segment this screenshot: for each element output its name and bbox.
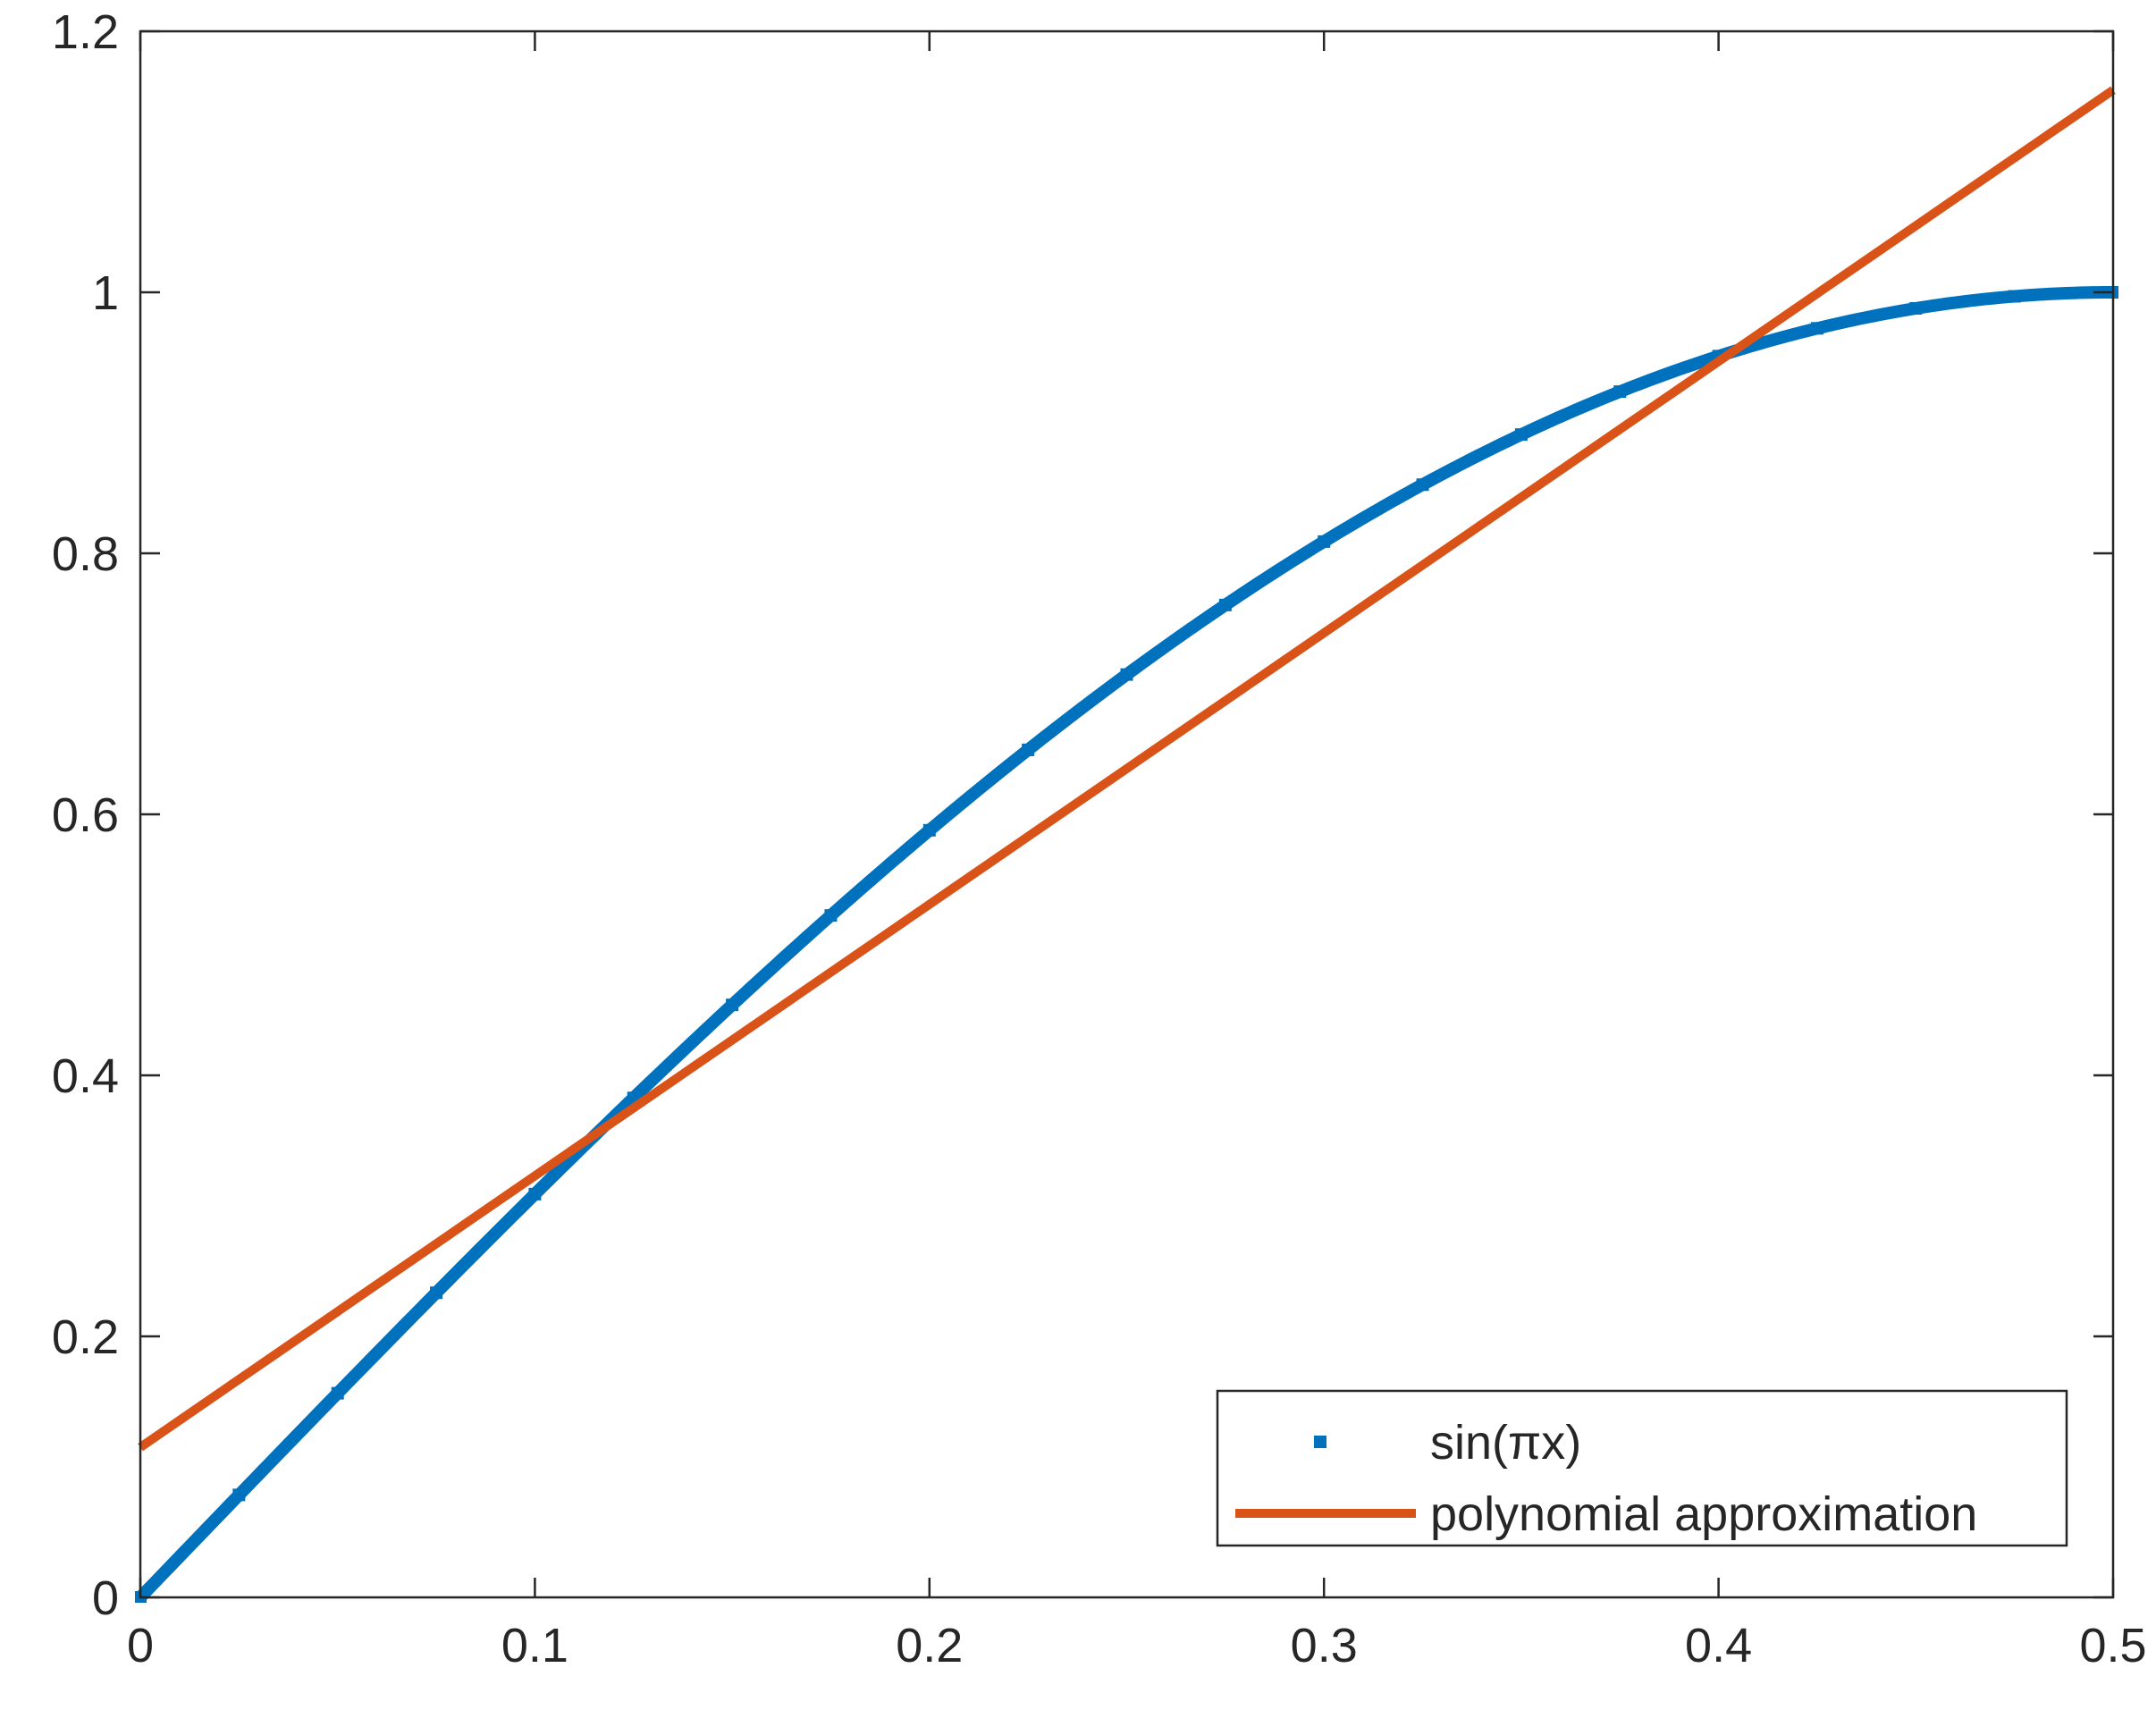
legend-box <box>1216 1389 2068 1547</box>
series-1 <box>135 285 2118 1603</box>
series-line-polynomial <box>138 86 2116 1452</box>
data-point <box>331 1386 344 1400</box>
data-point <box>2008 290 2021 303</box>
data-point <box>1318 535 1331 548</box>
data-point <box>1613 385 1627 399</box>
legend-label: sin(πx) <box>1430 1416 1581 1470</box>
data-point <box>726 998 739 1012</box>
x-tick-label: 0.1 <box>501 1619 568 1672</box>
y-tick-label: 0.6 <box>52 788 119 842</box>
data-point <box>1909 301 1923 315</box>
legend-entry: sin(πx) <box>1314 1416 1581 1470</box>
series-2 <box>138 86 2116 1452</box>
y-tick-label: 0.2 <box>52 1310 119 1364</box>
y-tick-label: 1.2 <box>52 5 119 59</box>
axes: 0 0.1 0.2 0.3 0.4 0.5 0 0.2 0.4 0.6 0.8 1 1.2 <box>52 5 2147 1672</box>
data-point <box>528 1187 542 1200</box>
data-point <box>1810 322 1823 335</box>
y-tick-label: 0.8 <box>52 527 119 581</box>
x-tick-label: 0.2 <box>896 1619 963 1672</box>
series-layer <box>135 86 2118 1603</box>
data-point <box>824 909 838 922</box>
y-tick-label: 1 <box>92 266 119 320</box>
data-point <box>1514 428 1528 442</box>
y-tick-label: 0.4 <box>52 1049 119 1103</box>
data-point <box>1022 743 1035 756</box>
legend-entry: polynomial approximation <box>1235 1487 1977 1541</box>
data-point <box>430 1286 443 1300</box>
x-tick-label: 0.5 <box>2079 1619 2146 1672</box>
x-tick-label: 0.3 <box>1291 1619 1358 1672</box>
data-point <box>922 823 936 837</box>
data-point <box>1120 668 1133 681</box>
plot-area <box>140 31 2113 1597</box>
data-point <box>1218 598 1232 611</box>
x-tick-label: 0.4 <box>1685 1619 1752 1672</box>
data-point <box>1416 478 1429 492</box>
legend-label: polynomial approximation <box>1430 1487 1977 1541</box>
legend-marker <box>1314 1436 1326 1448</box>
data-point <box>232 1488 246 1502</box>
y-tick-label: 0 <box>92 1571 119 1625</box>
plot-background <box>140 31 2113 1597</box>
legend: sin(πx) polynomial approximation <box>1216 1389 2068 1547</box>
x-tick-label: 0 <box>127 1619 154 1672</box>
